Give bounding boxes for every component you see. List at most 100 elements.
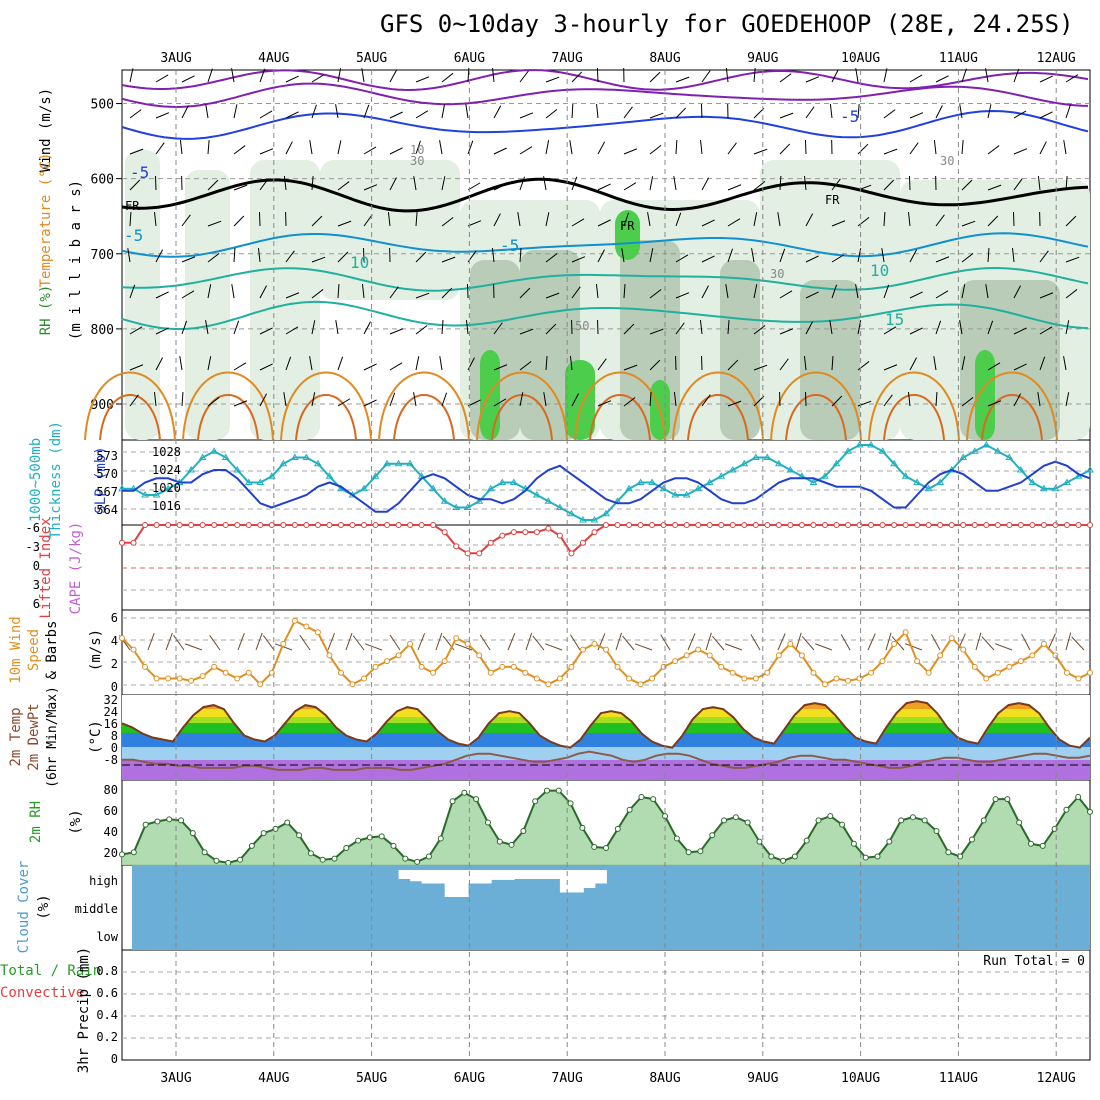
cloud-level-0: high [89,874,118,888]
lifted-index-point [430,522,437,528]
rh2m-point [839,821,846,828]
lifted-index-point [142,522,149,528]
date-label-bottom: 5AUG [356,1071,387,1086]
upper-wind-barb [597,249,605,263]
upper-wind-barb [623,364,638,371]
upper-wind-barb [545,292,560,299]
date-label-top: 8AUG [649,51,680,66]
upper-wind-barb [207,220,222,227]
wind10-barb [262,635,275,651]
rh2m-point [473,796,480,803]
wind10-speed-point [603,646,609,653]
upper-wind-barb [597,183,611,191]
upper-wind-barb [233,362,247,371]
upper-wind-barb [881,248,885,263]
wind10m-panel [119,617,1093,688]
thickness-point [705,478,714,485]
vertical-gridlines [175,70,1057,1060]
panel-frame-cape [121,524,1091,611]
upper-wind-barb [207,356,212,371]
thickness-point [936,478,945,485]
upper-wind-barb [987,247,990,263]
contour-label-6: 15 [885,310,904,329]
lifted-index-point [165,522,172,528]
rh2m-tick-0: 80 [104,783,118,797]
lifted-index-point [706,522,713,528]
rh-shading-2 [250,160,320,440]
lifted-index-point [891,522,898,528]
rh2m-point [307,850,314,857]
rh2m-point [862,854,869,861]
rh2m-point [980,817,987,824]
slp-line [122,460,1091,513]
wind10-speed-point [902,629,909,636]
upper-wind-barb [233,320,240,335]
upper-wind-barb [883,211,886,227]
upper-wind-barb [154,212,157,227]
upper-wind-barb [337,251,349,263]
upper-wind-barb [883,284,890,299]
warm-contour-outer-6 [672,371,764,441]
rh2m-point [850,840,857,847]
upper-wind-barb [285,326,299,335]
upper-wind-barb [623,182,637,191]
rh2m-point [543,787,550,794]
wind10-barb [274,643,293,651]
thickness-point [648,478,656,485]
upper-wind-barb [649,144,662,155]
upper-wind-barb [701,219,715,227]
upper-wind-barb [389,147,403,155]
wind10-barb [615,632,623,651]
upper-wind-barb [519,361,532,371]
cloud-high-bar [536,870,550,879]
wind10-barb [570,634,581,651]
upper-wind-barb [831,178,841,191]
lifted-index-point [395,522,402,528]
upper-wind-barb [415,292,430,299]
lifted-index-point [879,522,886,528]
thickness-point [970,447,979,454]
upper-wind-barb [1065,74,1079,83]
wind10-speed-point [810,669,817,676]
wind10-barb [479,634,491,651]
date-label-top: 3AUG [160,51,191,66]
wind10-speed-point [407,640,414,647]
upper-wind-barb [1065,320,1070,335]
lifted-index-point [280,522,287,528]
thickness-point [544,497,553,504]
upper-wind-barb [649,71,661,83]
lifted-index-point [902,522,909,528]
rh2m-point [142,821,149,828]
temp-contour-15 [121,300,1089,330]
rh2m-point [685,849,692,856]
thickness-point [694,484,703,492]
upper-wind-barb [389,69,398,83]
cape-tick-2: 0 [33,559,40,573]
date-label-top: 11AUG [939,51,978,66]
upper-wind-barb [959,104,963,119]
thickness-tick-2: 567 [96,485,118,499]
lifted-index-point [1087,522,1093,528]
slp-tick-1: 1024 [152,463,181,477]
wind10-barb [904,643,923,651]
label-wind10-a: 10m Wind [8,616,24,683]
label-millibars: (m i l l i b a r s) [68,180,84,340]
contour-label-13: 10 [410,143,424,157]
upper-wind-barb [675,254,689,263]
upper-wind-barb [623,212,630,227]
thickness-point [440,497,449,504]
rh-shading-17 [975,350,995,440]
thickness-point [821,472,829,479]
upper-wind-barb [571,176,578,191]
rh2m-point [1039,842,1046,849]
upper-wind-barb [543,392,547,407]
upper-wind-barb [1011,248,1015,263]
rh2m-point [650,796,657,803]
upper-wind-barb [908,212,911,227]
lifted-index-point [384,522,391,528]
lifted-index-point [568,550,575,557]
lifted-index-point [603,522,609,528]
lifted-index-point [914,522,921,528]
rh2m-point [449,798,456,805]
upper-wind-barb [233,400,248,407]
